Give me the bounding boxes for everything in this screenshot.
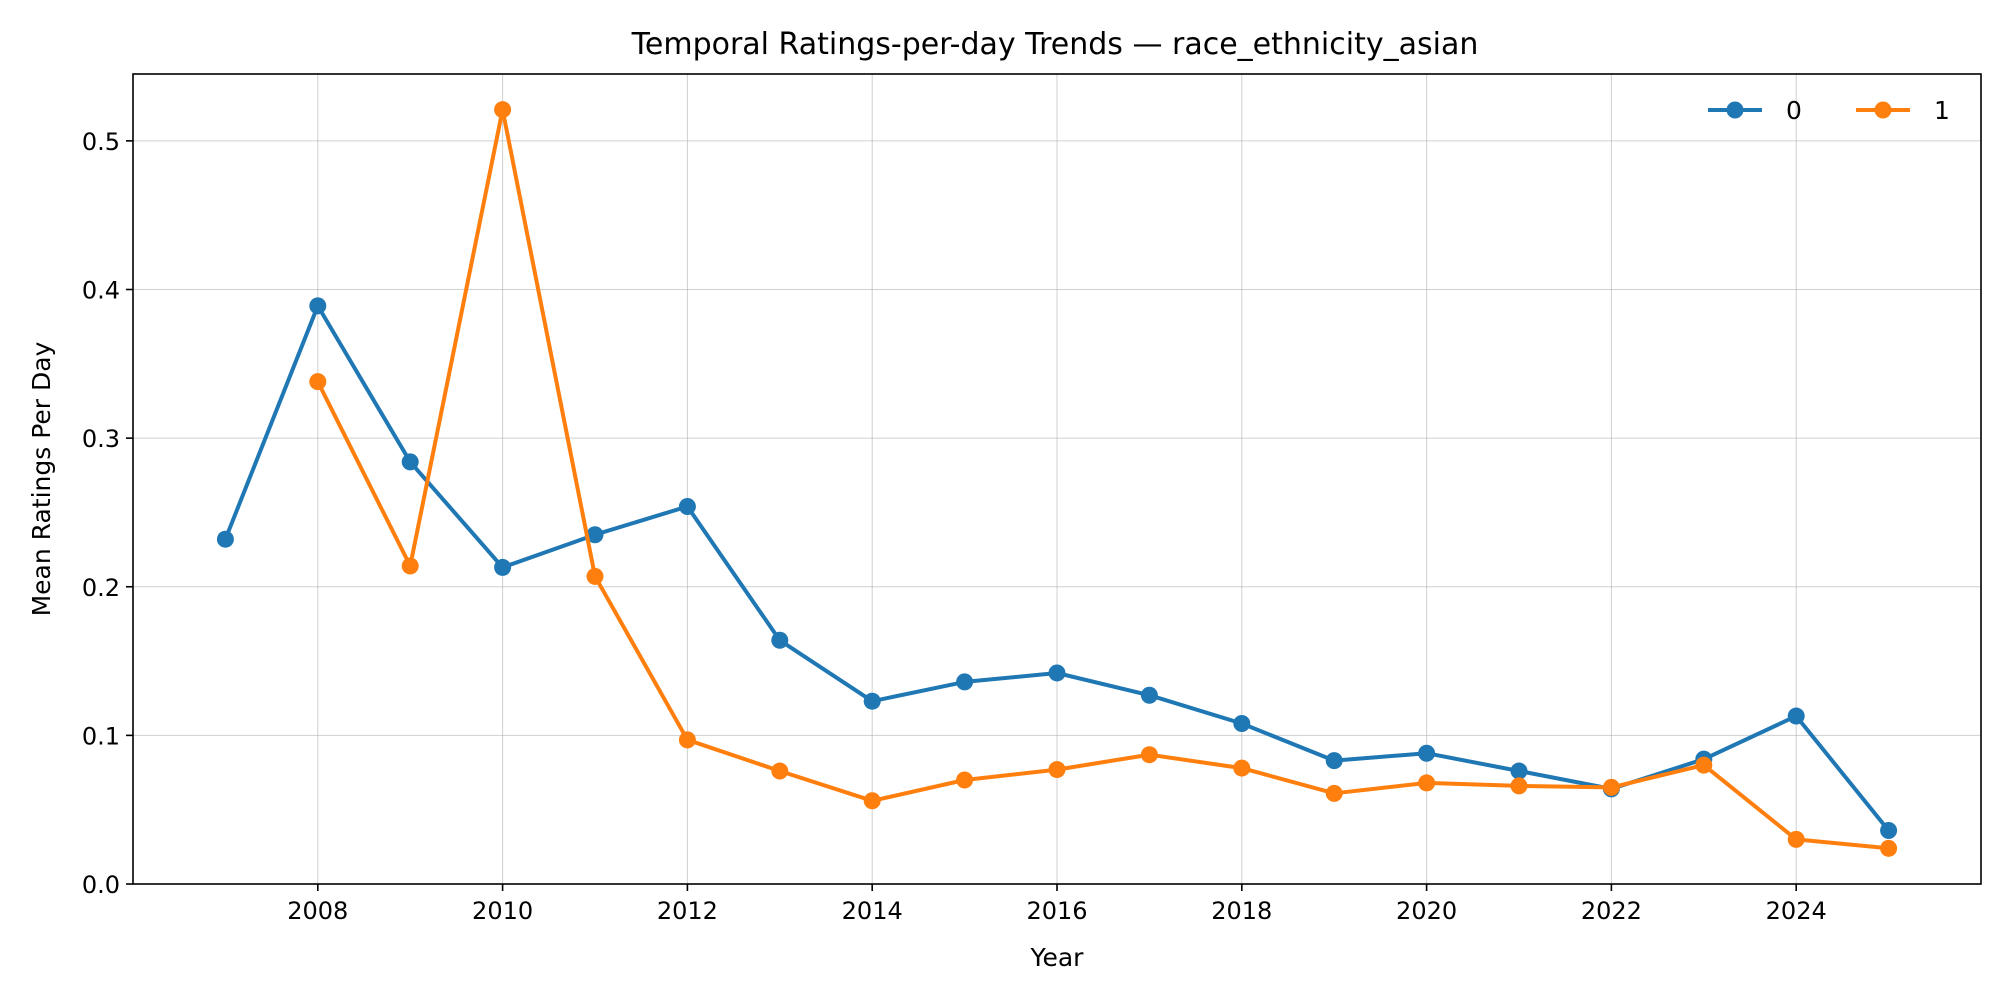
data-point: [1140, 746, 1158, 764]
data-point: [309, 297, 327, 315]
legend-entry-1: 1: [1856, 96, 1950, 125]
data-point: [1880, 821, 1898, 839]
y-tick-label: 0.2: [82, 574, 120, 602]
x-tick-label: 2016: [1026, 897, 1087, 925]
data-point: [1787, 707, 1805, 725]
series-line: [316, 107, 1889, 851]
data-point: [863, 792, 881, 810]
data-point: [1325, 752, 1343, 770]
data-point: [1418, 744, 1436, 762]
x-tick-label: 2010: [472, 897, 533, 925]
data-point: [494, 558, 512, 576]
axis-ticks: 2008 2010 2012 2014 2016 2018 2020 2022 2024 0.0 0…: [82, 128, 1827, 925]
data-point: [494, 101, 512, 119]
data-point: [401, 557, 419, 575]
legend-marker: [1726, 101, 1744, 119]
y-tick-label: 0.0: [82, 871, 120, 899]
x-axis-label: Year: [1030, 943, 1085, 972]
data-point: [586, 526, 604, 544]
series-1: [309, 101, 1898, 857]
plot-series: [216, 101, 1898, 857]
x-tick-label: 2018: [1211, 897, 1272, 925]
data-point: [1880, 839, 1898, 857]
legend-label: 1: [1934, 96, 1950, 125]
data-point: [1787, 830, 1805, 848]
y-tick-label: 0.1: [82, 722, 120, 750]
data-point: [309, 373, 327, 391]
data-point: [1140, 686, 1158, 704]
data-point: [863, 692, 881, 710]
data-point: [678, 497, 696, 515]
data-point: [1602, 778, 1620, 796]
data-point: [771, 631, 789, 649]
x-tick-label: 2012: [657, 897, 718, 925]
data-point: [1510, 762, 1528, 780]
data-point: [1048, 761, 1066, 779]
data-point: [1233, 759, 1251, 777]
data-point: [1418, 774, 1436, 792]
x-tick-label: 2020: [1396, 897, 1457, 925]
data-point: [678, 731, 696, 749]
x-tick-label: 2024: [1766, 897, 1827, 925]
data-point: [1233, 714, 1251, 732]
data-point: [216, 530, 234, 548]
data-point: [1048, 664, 1066, 682]
legend-label: 0: [1786, 96, 1802, 125]
y-tick-label: 0.4: [82, 277, 120, 305]
data-point: [401, 453, 419, 471]
legend-marker: [1874, 101, 1892, 119]
y-tick-label: 0.5: [82, 128, 120, 156]
data-point: [1325, 784, 1343, 802]
y-axis-label: Mean Ratings Per Day: [27, 341, 56, 616]
legend-entry-0: 0: [1708, 96, 1802, 125]
data-point: [1510, 777, 1528, 795]
x-tick-label: 2022: [1581, 897, 1642, 925]
x-tick-label: 2008: [287, 897, 348, 925]
data-point: [1695, 756, 1713, 774]
data-point: [956, 673, 974, 691]
data-point: [956, 771, 974, 789]
data-point: [771, 762, 789, 780]
data-point: [586, 567, 604, 585]
y-tick-label: 0.3: [82, 425, 120, 453]
x-tick-label: 2014: [842, 897, 903, 925]
chart-title: Temporal Ratings-per-day Trends — race_e…: [631, 27, 1479, 62]
